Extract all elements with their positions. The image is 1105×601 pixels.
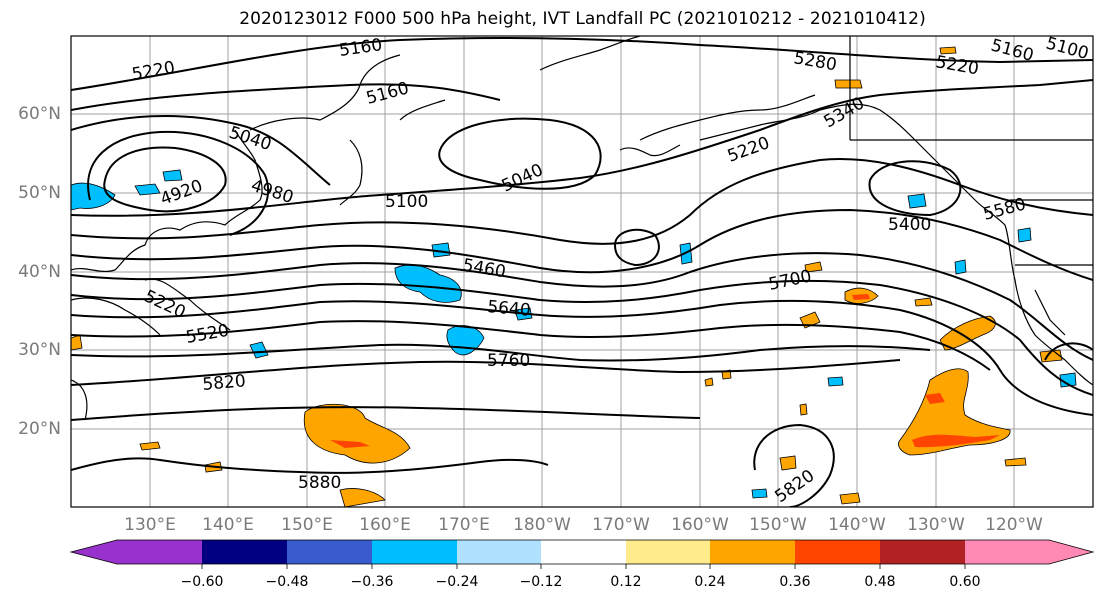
colorbar-bin (457, 540, 541, 564)
contour-label: 5580 (981, 194, 1028, 225)
contour-label: 5340 (821, 93, 868, 132)
contour-label: 5520 (184, 321, 230, 348)
colorbar-bin (372, 540, 457, 564)
colorbar-tick-label: −0.24 (435, 574, 479, 590)
lon-label: 120°W (985, 515, 1043, 535)
map-title: 2020123012 F000 500 hPa height, IVT Land… (239, 9, 926, 29)
height-contours (71, 36, 1093, 507)
colorbar-bin (626, 540, 710, 564)
ivt-negative-fills (71, 169, 1077, 499)
colorbar-tick-label: −0.12 (519, 574, 563, 590)
contour-label: 5400 (888, 215, 931, 235)
colorbar-tick-label: −0.48 (265, 574, 309, 590)
contour-label: 5460 (461, 255, 507, 282)
colorbar-bin (541, 540, 626, 564)
lon-label: 160°W (671, 515, 729, 535)
lat-label: 20°N (18, 419, 61, 439)
lon-label: 130°E (124, 515, 176, 535)
colorbar-tick-label: 0.24 (694, 574, 726, 590)
colorbar-bin (117, 540, 202, 564)
colorbar-tick-label: 0.36 (779, 574, 811, 590)
contour-label: 5160 (338, 35, 384, 61)
colorbar-tick-label: 0.12 (610, 574, 642, 590)
colorbar (69, 539, 1095, 569)
lon-label: 130°W (907, 515, 965, 535)
contour-label: 5880 (298, 473, 341, 493)
contour-label: 5100 (1044, 34, 1091, 65)
colorbar-bin (965, 540, 1049, 564)
colorbar-bin (880, 540, 965, 564)
contour-label: 5820 (202, 371, 247, 395)
colorbar-extend-low (71, 540, 117, 564)
lon-label: 150°W (749, 515, 807, 535)
colorbar-tick-label: 0.48 (864, 574, 896, 590)
lon-label: 150°E (281, 515, 333, 535)
colorbar-extend-high (1049, 540, 1093, 564)
colorbar-bin (202, 540, 287, 564)
lat-label: 50°N (18, 183, 61, 203)
ivt-positive-fills (71, 46, 1063, 507)
colorbar-bin (287, 540, 372, 564)
lon-label: 180°W (513, 515, 571, 535)
contour-label: 5100 (385, 192, 428, 212)
map-frame (70, 35, 1094, 508)
colorbar-tick-label: −0.60 (180, 574, 224, 590)
colorbar-tick-label: −0.36 (350, 574, 394, 590)
lon-label: 140°W (828, 515, 886, 535)
colorbar-bin (710, 540, 795, 564)
contour-label: 5040 (499, 160, 547, 196)
lat-label: 60°N (18, 104, 61, 124)
contour-label: 5220 (725, 133, 772, 167)
contour-label: 5040 (226, 123, 273, 155)
contour-label: 5640 (487, 297, 532, 321)
lat-label: 40°N (18, 262, 61, 282)
contour-label: 5160 (364, 78, 411, 109)
colorbar-tick-label: 0.60 (949, 574, 981, 590)
lat-label: 30°N (18, 340, 61, 360)
colorbar-bin (795, 540, 880, 564)
contour-label: 5220 (934, 52, 980, 79)
lon-label: 170°E (438, 515, 490, 535)
lon-label: 160°E (359, 515, 411, 535)
contour-label: 5700 (767, 266, 813, 295)
contour-label: 5280 (792, 48, 838, 75)
lon-label: 170°W (592, 515, 650, 535)
contour-label: 5220 (130, 58, 176, 85)
contour-label: 5760 (487, 351, 530, 371)
coastlines (71, 36, 1093, 421)
lon-label: 140°E (202, 515, 254, 535)
